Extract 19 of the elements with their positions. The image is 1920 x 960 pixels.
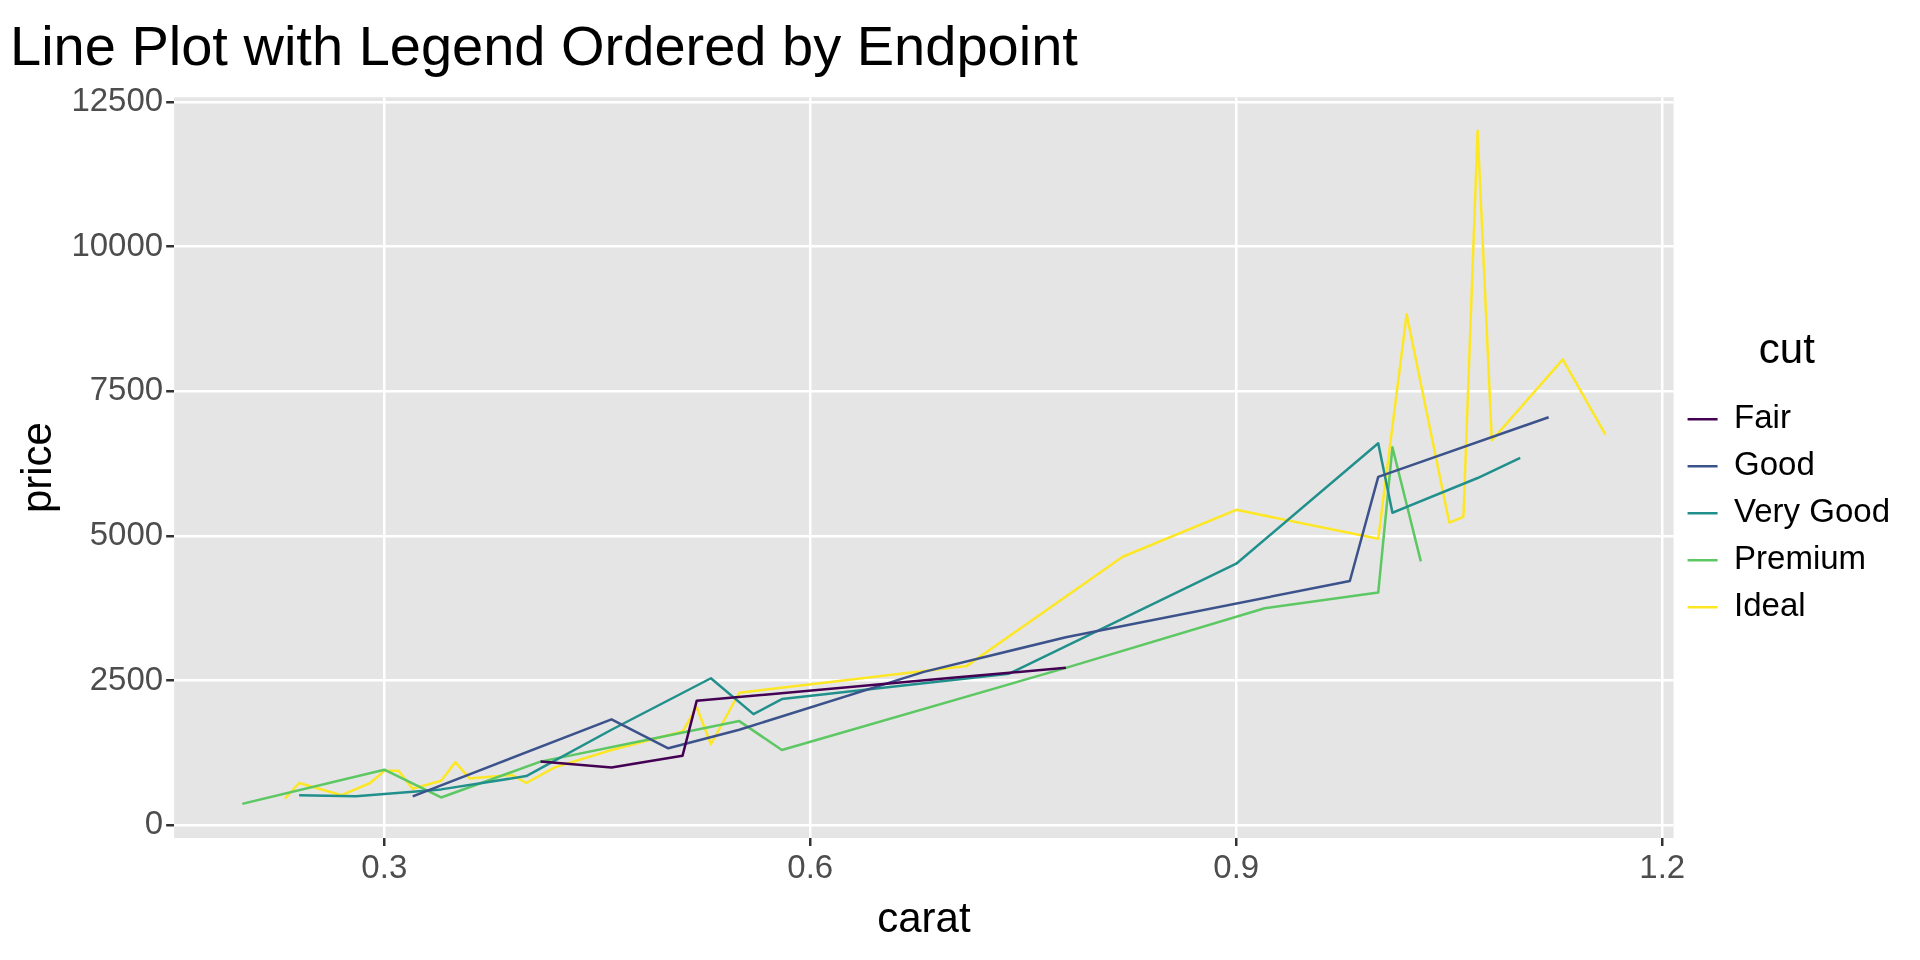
x-tick-label: 0.6 [787, 847, 834, 885]
x-tick-label: 0.9 [1213, 847, 1260, 885]
y-tick-label: 2500 [89, 659, 164, 697]
y-tick-label: 5000 [89, 514, 164, 552]
legend-label: Very Good [1734, 492, 1891, 530]
legend-label: Premium [1734, 539, 1867, 577]
legend-label: Good [1734, 445, 1815, 483]
y-tick-label: 7500 [89, 370, 164, 408]
y-axis-title: price [12, 422, 60, 514]
y-tick-label: 0 [144, 804, 164, 842]
x-tick-label: 0.3 [361, 847, 408, 885]
x-tick-label: 1.2 [1639, 847, 1686, 885]
legend-label: Fair [1734, 398, 1791, 436]
y-tick-label: 10000 [71, 225, 164, 263]
legend-title: cut [1758, 324, 1816, 372]
y-tick-label: 12500 [71, 80, 164, 118]
chart-title: Line Plot with Legend Ordered by Endpoint [10, 14, 1079, 78]
legend-label: Ideal [1734, 586, 1806, 624]
x-axis-title: carat [877, 894, 971, 942]
